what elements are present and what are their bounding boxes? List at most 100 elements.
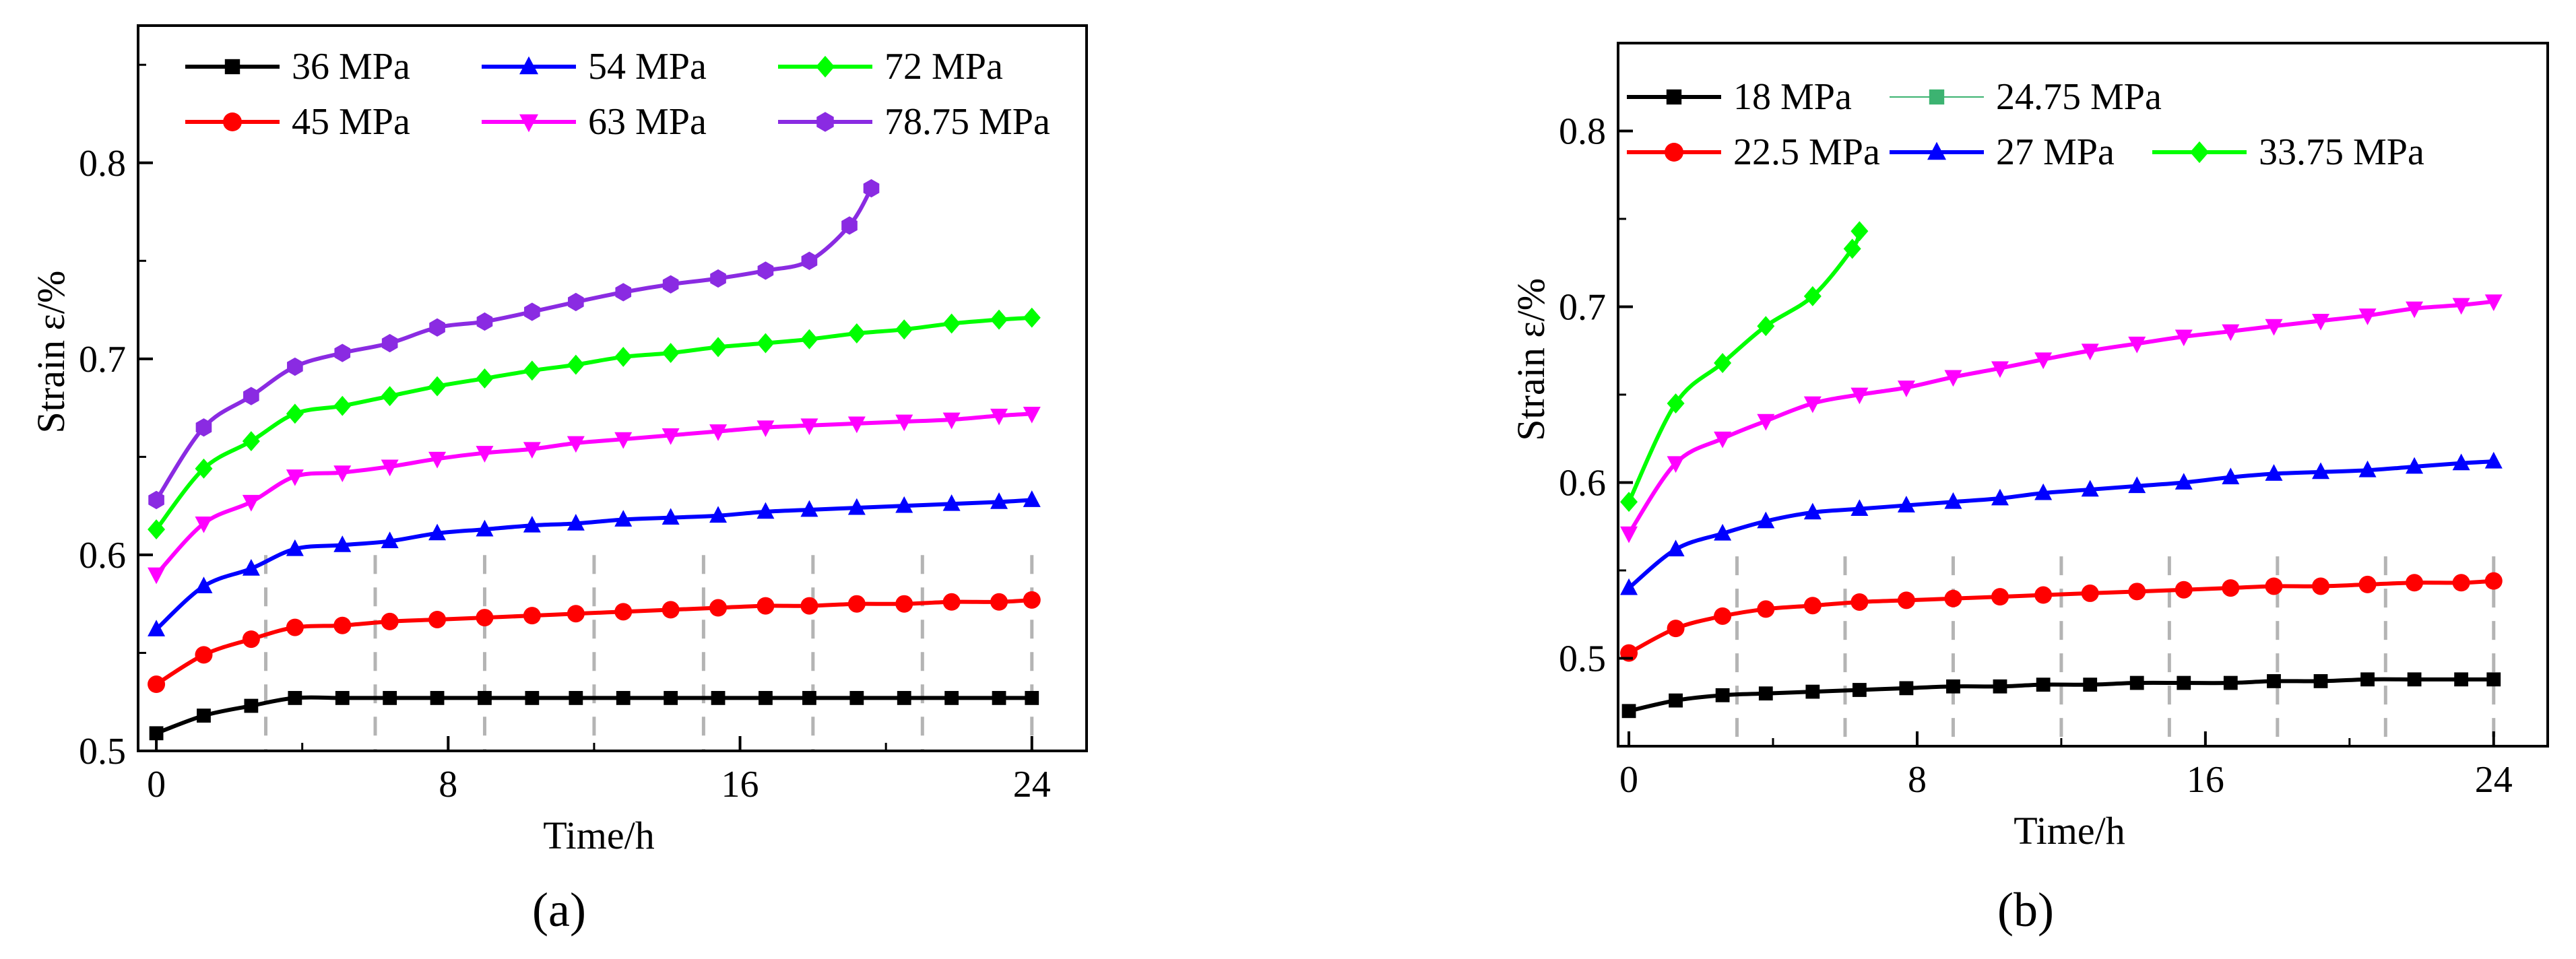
data-point-2-1 — [1667, 539, 1685, 557]
data-point-2-5 — [381, 531, 399, 548]
data-point-3-2 — [1714, 431, 1732, 449]
data-point-5-4 — [334, 343, 351, 362]
data-point-3-1 — [1667, 456, 1685, 473]
data-point-4-7 — [476, 368, 494, 389]
data-point-0-8 — [1993, 679, 2007, 694]
data-point-1-17 — [942, 593, 961, 611]
data-point-3-0 — [1620, 526, 1638, 543]
data-point-5-16 — [863, 178, 880, 198]
data-point-3-19 — [1023, 406, 1041, 424]
data-point-2-11 — [2128, 476, 2146, 494]
data-point-2-12 — [2175, 473, 2193, 490]
data-point-3-17 — [2406, 301, 2424, 319]
data-point-3-5 — [1850, 387, 1869, 405]
data-point-2-16 — [2358, 460, 2377, 477]
data-point-3-17 — [942, 412, 961, 430]
data-point-5-14 — [801, 251, 818, 270]
data-point-2-0 — [148, 620, 166, 636]
data-point-1-0 — [148, 675, 166, 694]
data-point-5-6 — [429, 318, 445, 337]
data-point-2-12 — [709, 506, 728, 523]
legend-marker-1 — [223, 112, 242, 131]
data-point-3-13 — [2222, 324, 2240, 341]
data-point-0-15 — [2313, 674, 2328, 688]
data-point-5-13 — [757, 261, 774, 280]
data-point-4-9 — [567, 354, 585, 375]
data-point-0-9 — [569, 691, 583, 705]
data-point-2-10 — [614, 510, 633, 527]
data-point-2-9 — [567, 514, 585, 531]
data-point-2-15 — [2312, 462, 2330, 480]
data-point-4-2 — [242, 431, 260, 452]
data-point-4-11 — [662, 343, 680, 364]
data-point-4-5 — [381, 386, 399, 407]
data-point-2-14 — [800, 500, 818, 517]
legend-marker-2 — [1927, 141, 1946, 160]
data-point-4-5 — [1843, 238, 1861, 259]
data-point-0-6 — [430, 691, 445, 705]
x-axis-label: Time/h — [2014, 809, 2125, 853]
data-point-0-19 — [1025, 691, 1039, 705]
data-point-2-3 — [1757, 511, 1775, 529]
data-point-3-18 — [2452, 298, 2470, 315]
data-point-1-4 — [333, 616, 352, 634]
x-axis-label: Time/h — [543, 814, 654, 857]
data-point-2-4 — [333, 535, 352, 552]
data-point-4-8 — [523, 360, 541, 381]
data-point-3-0 — [148, 567, 166, 585]
data-point-4-12 — [709, 337, 728, 358]
data-point-4-15 — [847, 323, 866, 343]
legend-marker-5 — [1929, 89, 1945, 105]
data-point-1-4 — [1803, 597, 1822, 615]
legend-label-0: 18 MPa — [1733, 76, 1852, 118]
data-point-2-9 — [2034, 483, 2053, 500]
legend-label-1: 45 MPa — [292, 101, 410, 143]
data-point-1-18 — [2452, 574, 2470, 592]
legend-label-4: 72 MPa — [884, 46, 1003, 88]
data-point-3-18 — [990, 408, 1008, 426]
panel-label: (a) — [532, 883, 586, 937]
data-point-4-19 — [1023, 307, 1041, 328]
data-point-5-11 — [662, 275, 679, 294]
data-point-1-18 — [990, 593, 1008, 611]
data-point-2-14 — [2265, 464, 2283, 481]
data-point-3-14 — [2265, 319, 2283, 336]
data-point-5-5 — [381, 333, 398, 353]
data-point-1-1 — [1667, 620, 1685, 638]
y-tick-label-1: 0.6 — [79, 535, 126, 576]
series-line-3 — [1627, 299, 2494, 535]
x-tick-label-1: 8 — [439, 764, 457, 805]
data-point-0-19 — [2486, 672, 2501, 687]
x-tick-label-3: 24 — [2475, 759, 2513, 801]
y-axis-label: Strain ε/% — [29, 271, 73, 434]
data-point-4-10 — [614, 346, 633, 367]
legend-label-5: 24.75 MPa — [1996, 76, 2162, 118]
data-point-3-2 — [242, 494, 260, 512]
data-point-1-11 — [662, 601, 680, 619]
data-point-2-2 — [242, 558, 260, 576]
data-point-0-8 — [525, 691, 540, 705]
x-tick-label-3: 24 — [1013, 764, 1051, 805]
data-point-2-7 — [1944, 492, 1962, 509]
data-point-1-5 — [381, 612, 399, 630]
y-tick-label-3: 0.8 — [1559, 111, 1606, 153]
data-point-2-13 — [756, 502, 775, 519]
data-point-3-12 — [709, 424, 728, 441]
legend-marker-2 — [519, 56, 538, 75]
data-point-4-1 — [195, 458, 213, 479]
data-point-2-5 — [1850, 499, 1869, 517]
data-point-0-2 — [1715, 688, 1730, 702]
data-point-4-6 — [1850, 221, 1869, 242]
data-point-2-19 — [1023, 490, 1041, 507]
legend-marker-0 — [224, 59, 240, 75]
data-point-3-6 — [1897, 381, 1915, 397]
data-point-1-16 — [2358, 575, 2377, 593]
data-point-2-18 — [990, 492, 1008, 509]
data-point-5-0 — [148, 490, 164, 510]
data-point-5-9 — [568, 292, 584, 312]
data-point-2-6 — [1897, 496, 1915, 512]
data-point-0-15 — [849, 691, 864, 705]
data-point-0-11 — [664, 691, 678, 705]
data-point-1-10 — [614, 603, 633, 621]
data-point-3-4 — [333, 465, 352, 482]
